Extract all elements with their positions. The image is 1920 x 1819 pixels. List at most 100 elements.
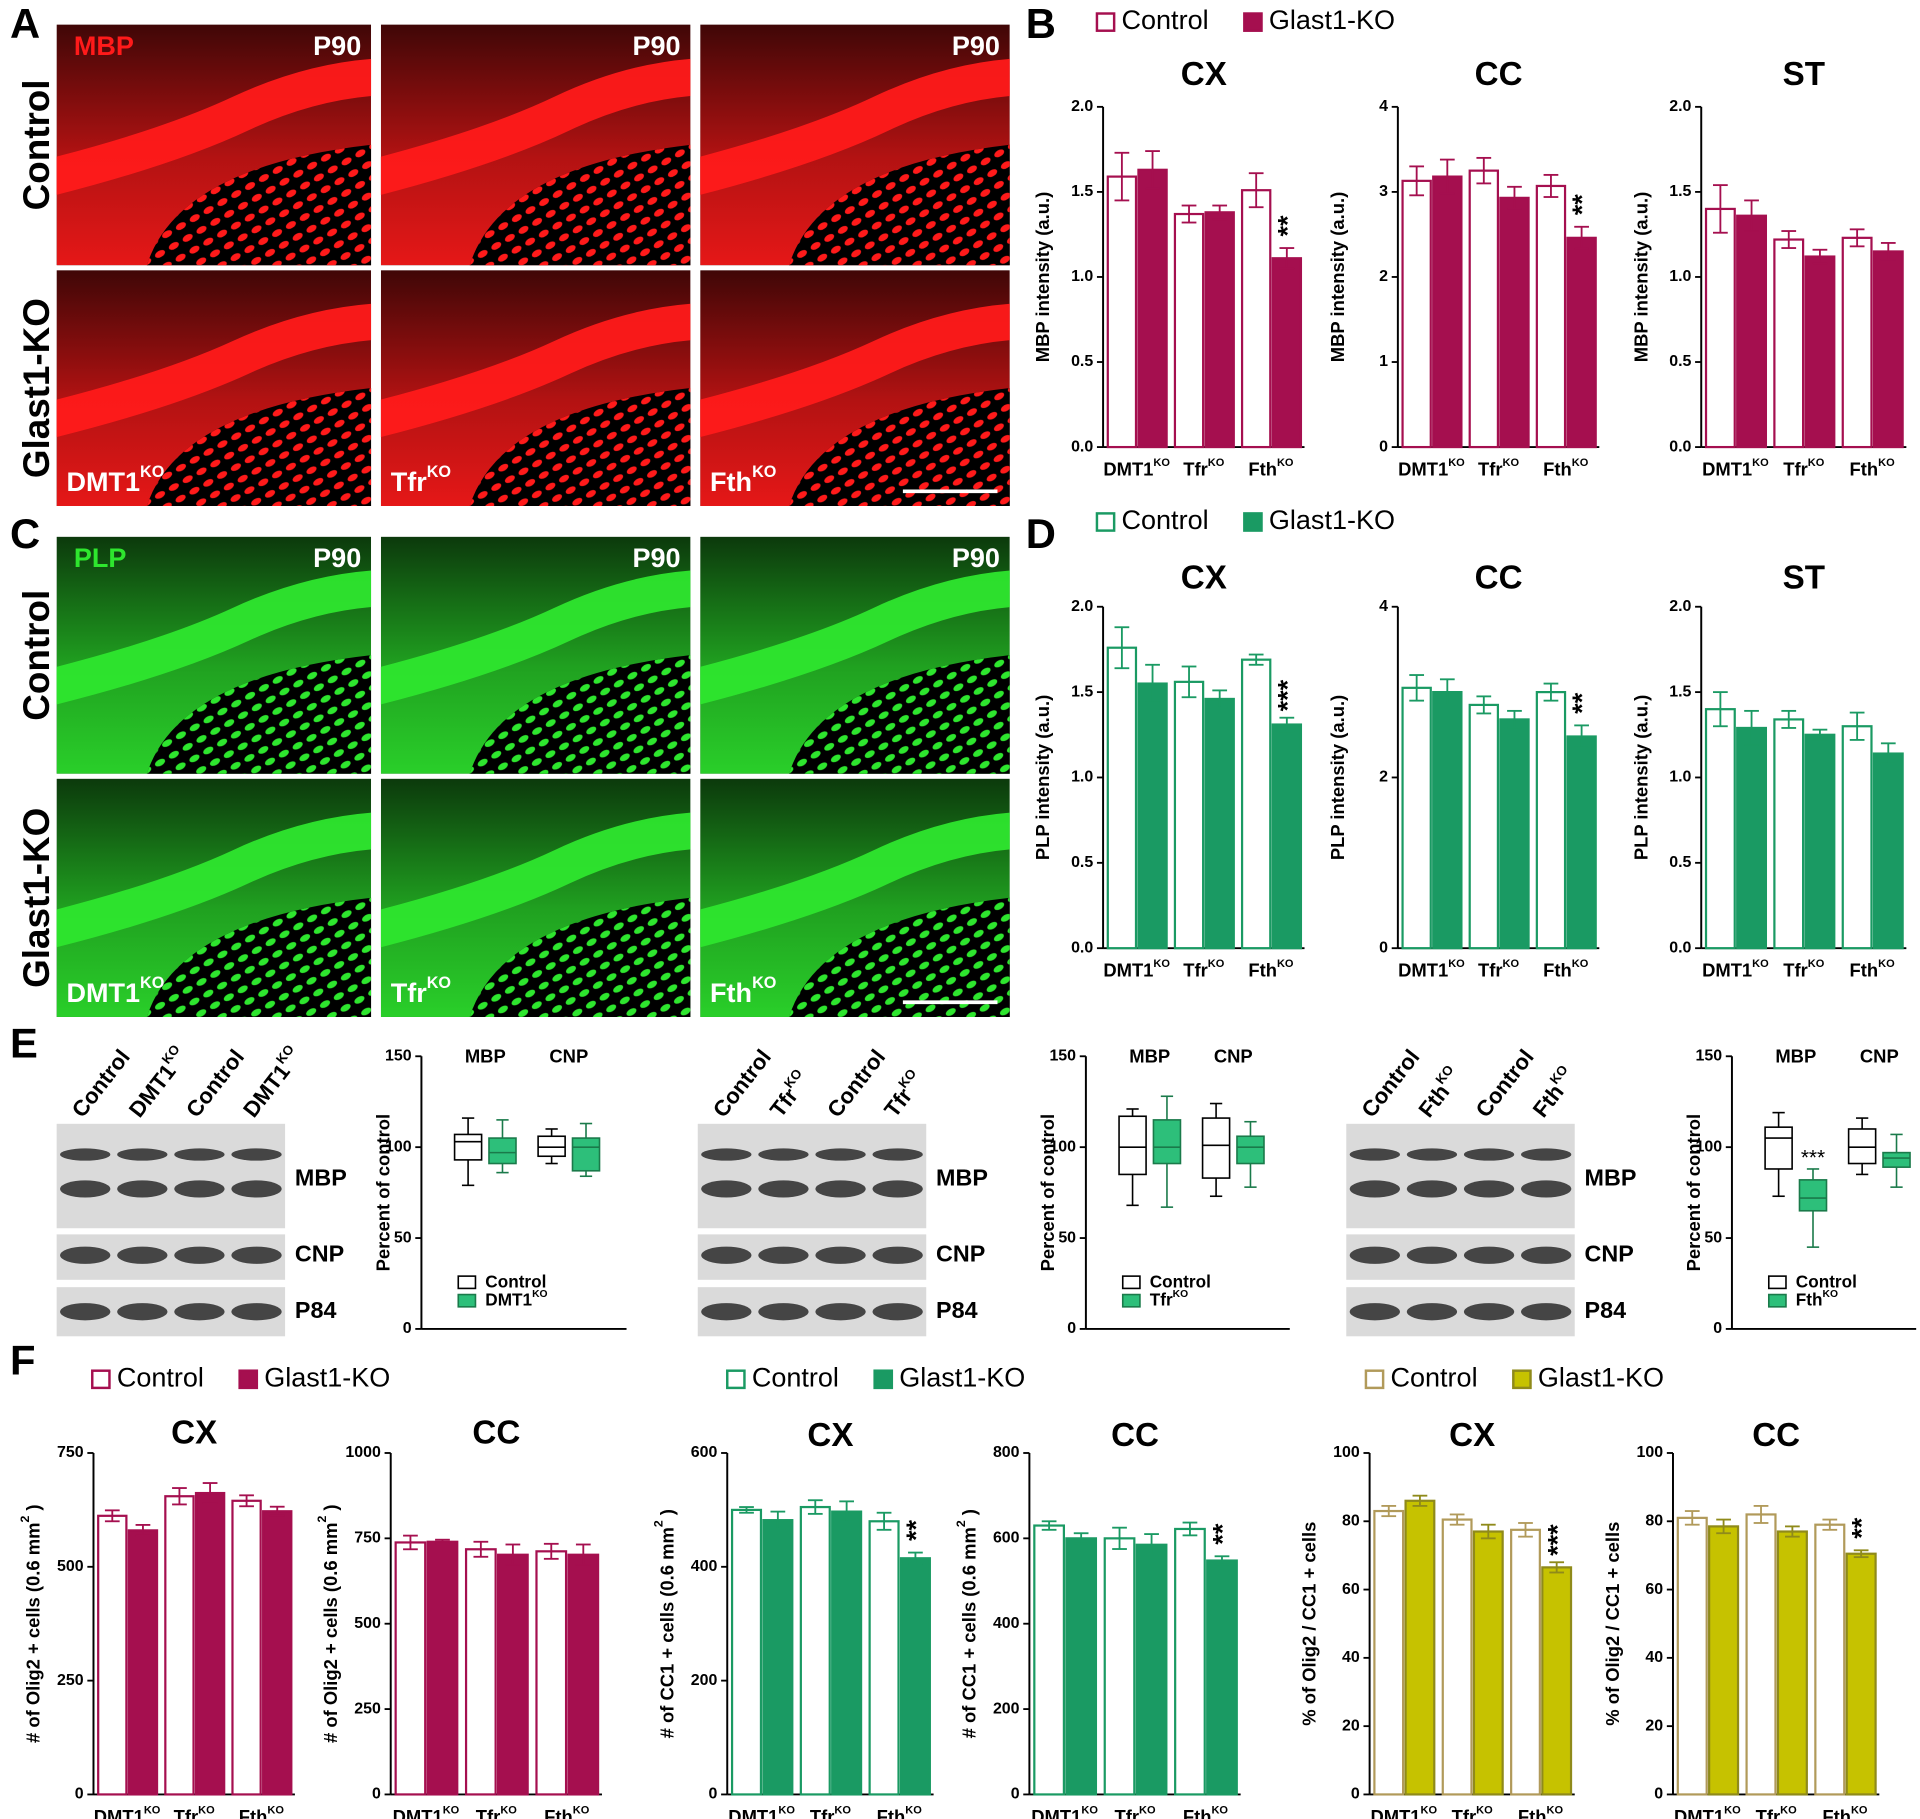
error-bar xyxy=(1212,689,1228,709)
lane-label: Control xyxy=(1356,1045,1424,1122)
bar xyxy=(1845,1552,1877,1796)
genotype-label-main: DMT1 xyxy=(66,978,140,1008)
bar xyxy=(194,1491,226,1796)
lane-label: FthKO xyxy=(1411,1062,1467,1122)
white-matter xyxy=(380,58,691,195)
x-tick-label-sup: KO xyxy=(1081,1804,1098,1816)
blot-band xyxy=(231,1148,282,1161)
lane-label: Control xyxy=(1471,1045,1539,1122)
blot-band xyxy=(1463,1180,1515,1198)
y-axis-label: % of Olig2 / CC1 + cells xyxy=(1602,1522,1623,1726)
x-tick-label-main: Fth xyxy=(1543,959,1572,980)
x-tick-label-sup: KO xyxy=(1878,958,1895,970)
blot-band xyxy=(758,1180,809,1198)
blot-band xyxy=(1406,1148,1458,1161)
bar xyxy=(1432,175,1463,449)
y-tick-label: 150 xyxy=(1049,1047,1076,1064)
y-axis-label: Percent of control xyxy=(1037,1114,1058,1272)
x-tick-label: DMT1KO xyxy=(1031,1804,1098,1819)
bar xyxy=(1033,1524,1066,1796)
x-tick-label-main: Tfr xyxy=(1756,1806,1781,1819)
blot-band xyxy=(174,1148,225,1161)
stain-label: MBP xyxy=(74,31,134,61)
error-bar xyxy=(104,1509,120,1523)
x-tick-label-main: Tfr xyxy=(1783,458,1808,479)
blot-band xyxy=(1521,1180,1572,1198)
error-bar xyxy=(1279,716,1295,733)
age-label: P90 xyxy=(633,31,681,61)
lane-label: DMT1KO xyxy=(235,1041,306,1121)
band-label: P84 xyxy=(295,1297,337,1323)
y-axis-label-main: PLP intensity (a.u.) xyxy=(1327,695,1348,860)
y-tick-label: 250 xyxy=(354,1700,381,1717)
blot-band xyxy=(701,1303,752,1321)
y-axis-label: # of CC1 + cells (0.6 mm2 ) xyxy=(954,1509,979,1738)
y-axis-label: % of Olig2 / CC1 + cells xyxy=(1299,1522,1320,1726)
y-tick-label: 1.5 xyxy=(1669,183,1691,200)
box xyxy=(537,1135,566,1158)
significance: ** xyxy=(1567,194,1597,216)
y-tick-label: 3 xyxy=(1379,183,1388,200)
genotype-label-sup: KO xyxy=(140,974,164,992)
error-bar xyxy=(239,1494,254,1508)
bar xyxy=(1804,255,1836,449)
y-tick-label: 1.5 xyxy=(1071,683,1093,700)
lane-label: DMT1KO xyxy=(121,1041,192,1121)
blot-band xyxy=(60,1246,111,1264)
x-tick-label: TfrKO xyxy=(1478,958,1520,980)
y-tick-label: 4 xyxy=(1379,598,1388,615)
y-tick-label: 1.5 xyxy=(1669,683,1691,700)
x-tick-label-main: DMT1 xyxy=(1103,458,1153,479)
legend-label-main: DMT1 xyxy=(485,1289,532,1309)
x-tick-label-main: Fth xyxy=(544,1806,573,1819)
x-tick-label-main: Fth xyxy=(1183,1806,1212,1819)
x-tick-label: DMT1KO xyxy=(1370,1804,1437,1819)
blot-strip xyxy=(697,1123,927,1229)
x-tick-label: FthKO xyxy=(1248,457,1294,479)
y-tick-label: 0 xyxy=(372,1786,381,1803)
error-bar xyxy=(202,1482,218,1504)
y-tick-label: 40 xyxy=(1342,1649,1360,1666)
legend-label: Glast1-KO xyxy=(1269,505,1395,535)
y-tick-label: 0 xyxy=(709,1786,718,1803)
striatum-bundles xyxy=(147,144,372,266)
lane-label-main: DMT1 xyxy=(124,1059,181,1122)
x-tick-label: TfrKO xyxy=(1783,457,1825,479)
y-axis-label-main: Percent of control xyxy=(1683,1114,1704,1271)
age-label: P90 xyxy=(633,543,681,573)
striatum-bundles xyxy=(147,897,372,1017)
y-axis-label-end: ) xyxy=(320,1504,341,1515)
x-tick-label: DMT1KO xyxy=(1398,958,1465,980)
category-label: CNP xyxy=(549,1045,588,1066)
x-tick-label-main: Tfr xyxy=(1452,1806,1477,1819)
x-tick-label: TfrKO xyxy=(1452,1804,1494,1819)
y-tick-label: 0 xyxy=(1713,1320,1722,1337)
lane-label-main: Control xyxy=(181,1045,249,1122)
bar xyxy=(1204,211,1235,449)
legend-swatch xyxy=(1767,1275,1787,1290)
box xyxy=(1847,1128,1877,1165)
x-tick-label-sup: KO xyxy=(1448,958,1465,970)
bar xyxy=(262,1510,293,1796)
blot-band xyxy=(174,1246,225,1264)
micrograph xyxy=(380,536,691,774)
error-bar xyxy=(1248,172,1264,209)
y-tick-label: 150 xyxy=(1695,1047,1722,1064)
band-label: MBP xyxy=(295,1164,347,1190)
y-axis-label-main: # of Olig2 + cells (0.6 mm xyxy=(320,1523,341,1743)
blot-band xyxy=(758,1148,809,1161)
x-tick-label: DMT1KO xyxy=(1702,457,1769,479)
bar xyxy=(1535,690,1567,950)
x-tick-label: DMT1KO xyxy=(94,1804,161,1819)
legend-label: Control xyxy=(1150,1271,1211,1291)
blot-band xyxy=(1349,1246,1400,1264)
error-bar xyxy=(876,1511,892,1531)
white-matter xyxy=(56,812,372,948)
y-axis-label-main: % of Olig2 / CC1 + cells xyxy=(1602,1522,1623,1726)
bar xyxy=(1103,1537,1136,1796)
y-tick-label: 0.5 xyxy=(1669,353,1691,370)
y-tick-label: 0 xyxy=(403,1320,412,1337)
bar xyxy=(164,1495,195,1796)
legend-label: Control xyxy=(752,1362,839,1392)
x-tick-label: DMT1KO xyxy=(728,1804,795,1819)
